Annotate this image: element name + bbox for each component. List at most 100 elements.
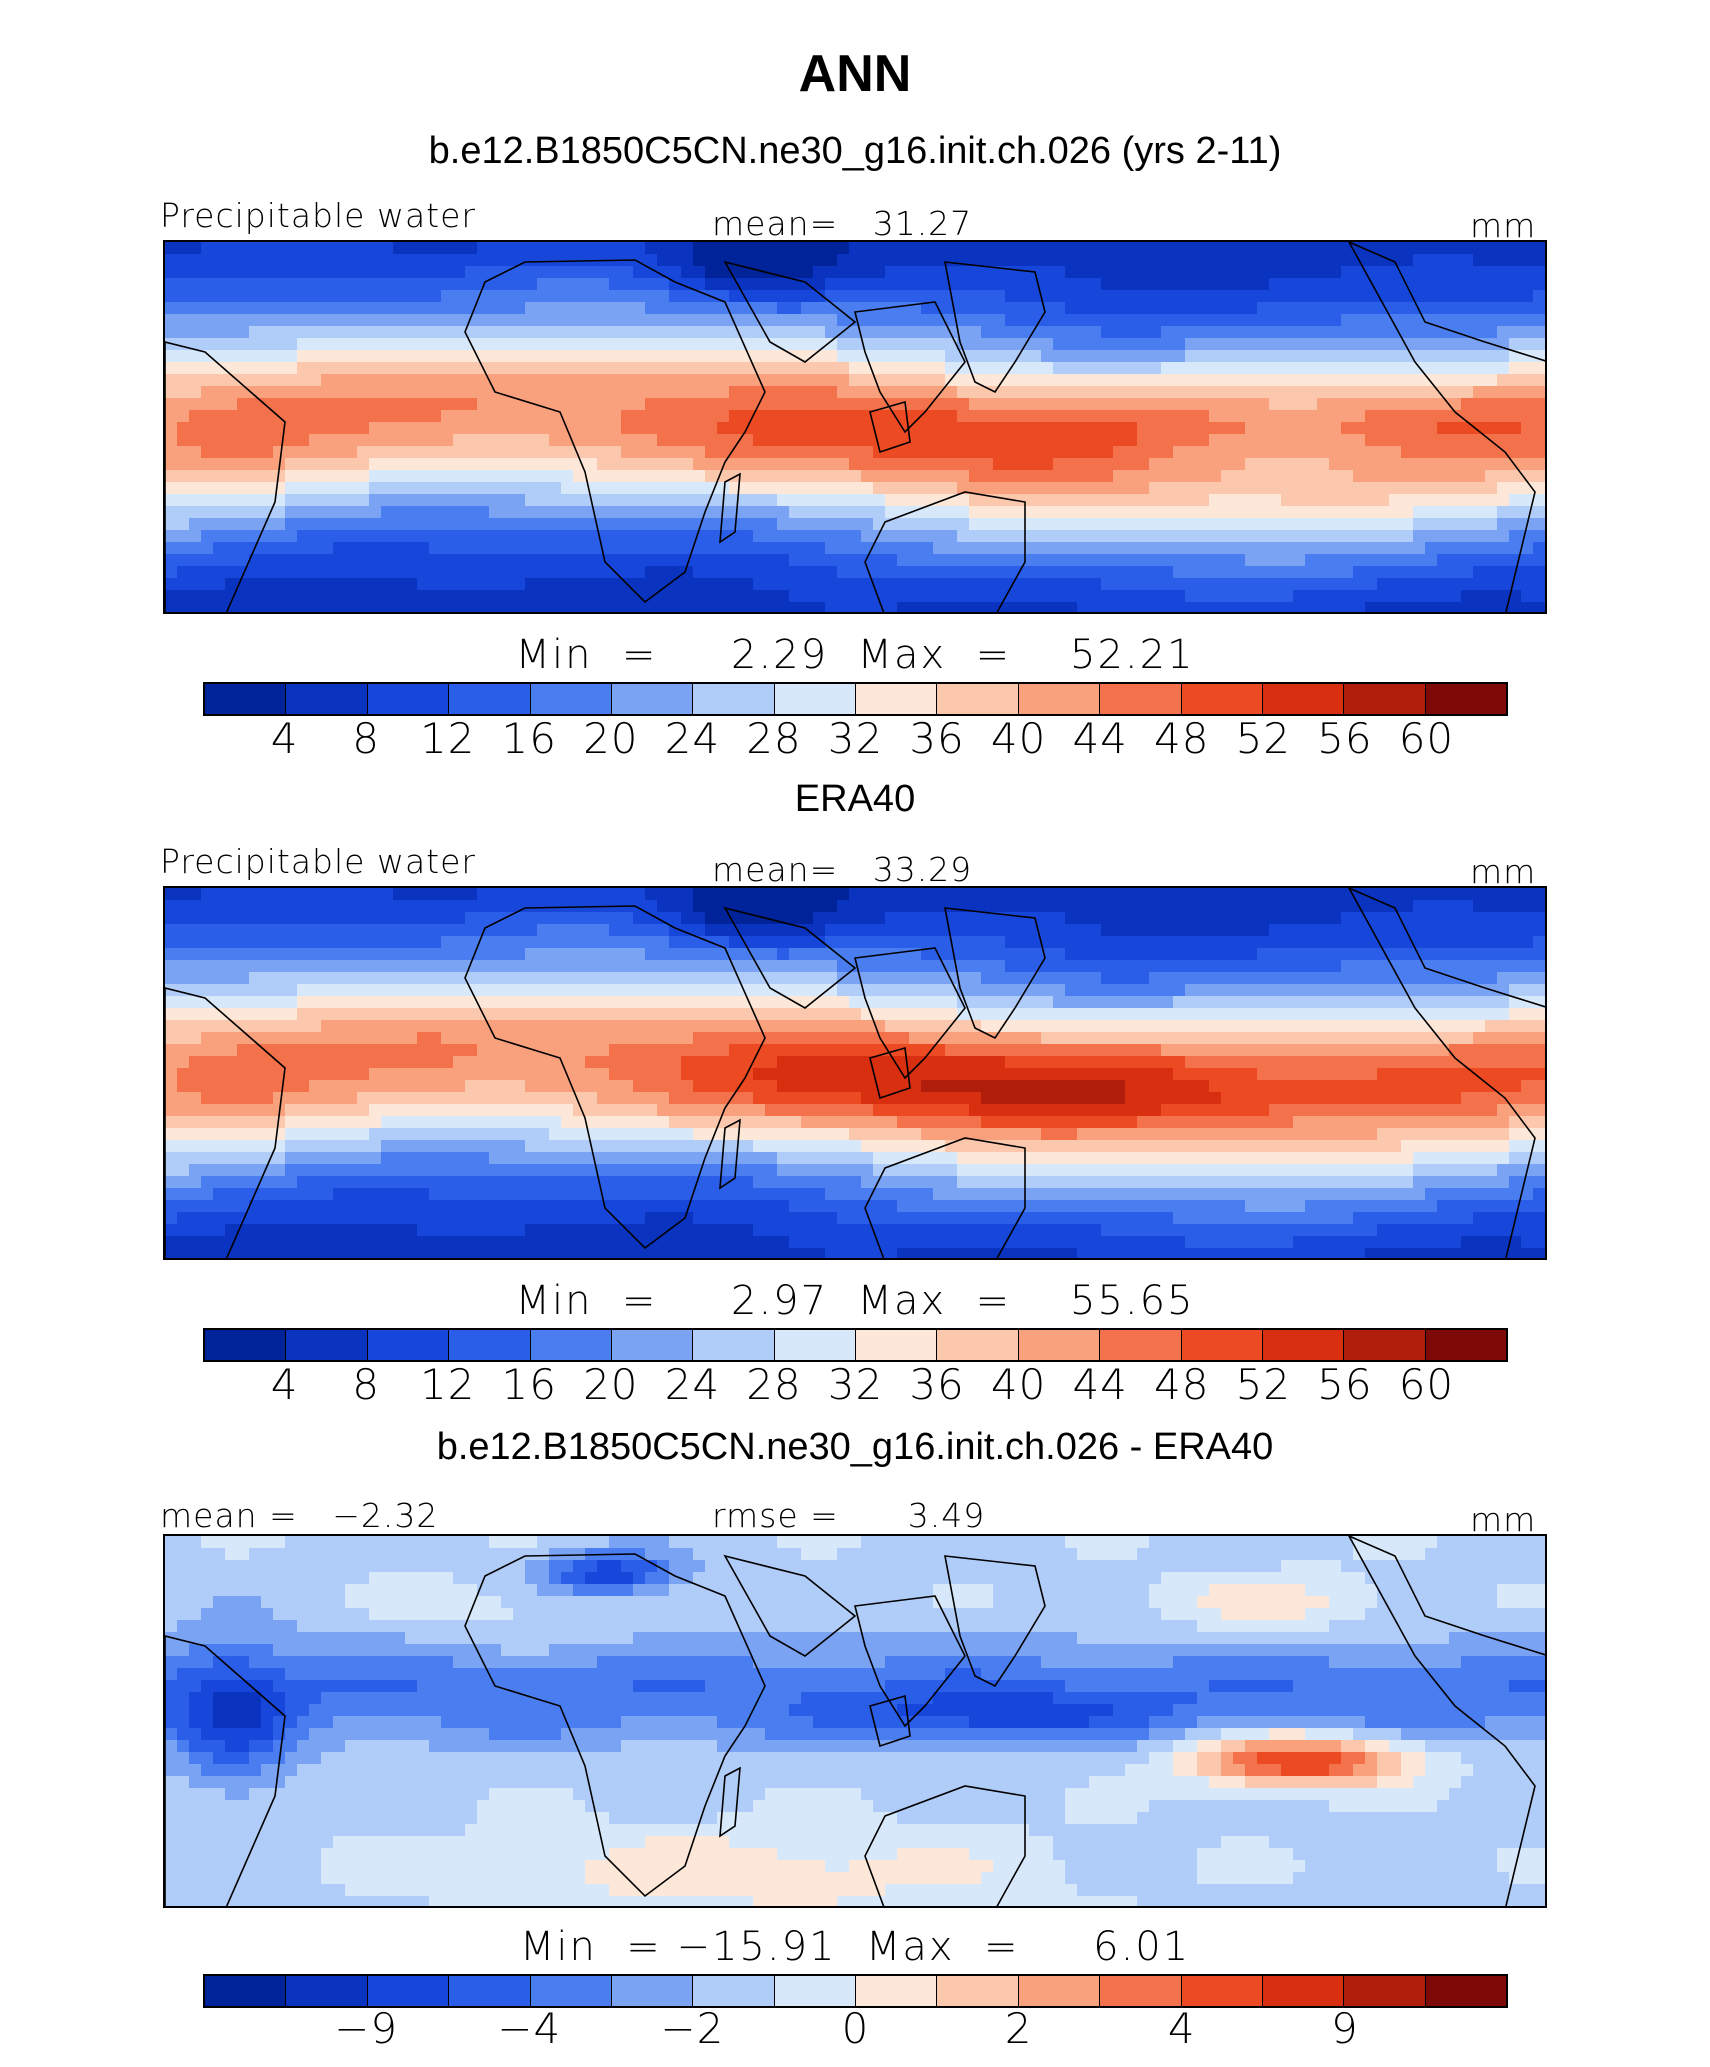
- colorbar-swatch: [1262, 1330, 1345, 1360]
- colorbar-tick-label: 32: [827, 1360, 884, 1409]
- colorbar-tick-label: 52: [1235, 1360, 1292, 1409]
- arabia-outline: [723, 1554, 857, 1657]
- panel-1-variable-label: Precipitable water: [160, 196, 476, 235]
- panel-2-colorbar: [203, 1328, 1508, 1362]
- panel-3-units-label: mm: [1470, 1500, 1537, 1539]
- colorbar-swatch: [693, 1330, 775, 1360]
- panel-3-mean-label: mean = −2.32: [160, 1496, 439, 1535]
- colorbar-tick-label: 56: [1317, 1360, 1373, 1409]
- colorbar-swatch: [367, 684, 450, 714]
- colorbar-tick-label: 56: [1317, 714, 1373, 763]
- panel-3-colorbar-ticks: −9 −4 −2 0 2 4 9: [203, 2004, 1508, 2054]
- colorbar-swatch: [530, 1976, 612, 2006]
- panel-3-map: [163, 1534, 1547, 1908]
- india-outline: [854, 1595, 966, 1728]
- colorbar-swatch: [774, 1330, 856, 1360]
- panel-2-mean-label: mean= 33.29: [712, 850, 973, 889]
- africa-outline: [464, 1553, 766, 1898]
- colorbar-swatch: [1344, 1976, 1426, 2006]
- colorbar-tick-label: 40: [990, 1360, 1047, 1409]
- panel-1-mean-label: mean= 31.27: [712, 204, 973, 243]
- colorbar-swatch: [1181, 1976, 1263, 2006]
- colorbar-tick-label: 12: [419, 714, 476, 763]
- americas-outline: [1348, 888, 1545, 1258]
- borneo-outline: [869, 400, 911, 454]
- colorbar-tick-label: 20: [583, 1360, 639, 1409]
- colorbar-tick-label: 0: [841, 2004, 870, 2053]
- colorbar-tick-label: 8: [352, 1360, 380, 1409]
- colorbar-swatch: [856, 684, 938, 714]
- borneo-outline: [869, 1694, 911, 1748]
- colorbar-swatch: [611, 1976, 694, 2006]
- colorbar-swatch: [530, 684, 612, 714]
- colorbar-tick-label: 36: [909, 714, 965, 763]
- colorbar-swatch: [1018, 1976, 1101, 2006]
- panel-3-rmse-label: rmse = 3.49: [712, 1496, 986, 1535]
- colorbar-swatch: [937, 1976, 1019, 2006]
- colorbar-tick-label: 4: [1167, 2004, 1196, 2053]
- colorbar-swatch: [286, 684, 368, 714]
- panel-2-colorbar-ticks: 4 8 12 16 20 24 28 32 36 40 44 48 52 56 60: [203, 1360, 1508, 1410]
- colorbar-swatch: [205, 1976, 287, 2006]
- panel-3-minmax: Min = −15.91 Max = 6.01: [519, 1924, 1191, 1970]
- colorbar-swatch: [611, 1330, 694, 1360]
- panel-2-variable-label: Precipitable water: [160, 842, 476, 881]
- panel-1-units-label: mm: [1470, 206, 1537, 245]
- panel-2-units-label: mm: [1470, 852, 1537, 891]
- colorbar-tick-label: 16: [501, 714, 557, 763]
- colorbar-swatch: [1018, 684, 1101, 714]
- colorbar-tick-label: 20: [583, 714, 639, 763]
- madagascar-outline: [719, 1766, 741, 1838]
- colorbar-swatch: [367, 1330, 450, 1360]
- australia-outline: [864, 1785, 1026, 1906]
- colorbar-tick-label: 52: [1235, 714, 1292, 763]
- colorbar-swatch: [693, 684, 775, 714]
- colorbar-tick-label: 44: [1072, 1360, 1128, 1409]
- borneo-outline: [869, 1046, 911, 1100]
- asia-outline: [944, 907, 1046, 1040]
- colorbar-swatch: [1425, 684, 1506, 714]
- colorbar-tick-label: 48: [1154, 714, 1210, 763]
- africa-outline: [464, 259, 766, 604]
- colorbar-swatch: [937, 1330, 1019, 1360]
- colorbar-tick-label: 60: [1398, 1360, 1455, 1409]
- arabia-outline: [723, 260, 857, 363]
- colorbar-swatch: [1425, 1976, 1506, 2006]
- panel-1-minmax: Min = 2.29 Max = 52.21: [515, 632, 1195, 678]
- colorbar-swatch: [1262, 1976, 1345, 2006]
- main-title: ANN: [798, 45, 912, 103]
- colorbar-tick-label: 40: [990, 714, 1047, 763]
- colorbar-swatch: [1344, 684, 1426, 714]
- contour-field: [165, 242, 1545, 612]
- americas-outline: [1348, 242, 1545, 612]
- colorbar-tick-label: 44: [1072, 714, 1128, 763]
- panel-1-colorbar-ticks: 4 8 12 16 20 24 28 32 36 40 44 48 52 56 60: [203, 714, 1508, 764]
- colorbar-tick-label: 9: [1331, 2004, 1359, 2053]
- colorbar-swatch: [1181, 684, 1263, 714]
- colorbar-tick-label: 28: [746, 1360, 802, 1409]
- panel-1-map: [163, 240, 1547, 614]
- colorbar-tick-label: 28: [746, 714, 802, 763]
- colorbar-swatch: [1100, 1330, 1182, 1360]
- colorbar-tick-label: 32: [827, 714, 884, 763]
- colorbar-swatch: [1100, 684, 1182, 714]
- colorbar-swatch: [1262, 684, 1345, 714]
- colorbar-tick-label: 48: [1154, 1360, 1210, 1409]
- colorbar-swatch: [1344, 1330, 1426, 1360]
- panel-2-title: ERA40: [794, 778, 916, 820]
- arabia-outline: [723, 906, 857, 1009]
- southamerica-outline: [165, 1635, 286, 1906]
- colorbar-swatch: [1100, 1976, 1182, 2006]
- americas-outline: [1348, 1536, 1545, 1906]
- southamerica-outline: [165, 341, 286, 612]
- colorbar-tick-label: 36: [909, 1360, 965, 1409]
- colorbar-swatch: [1425, 1330, 1506, 1360]
- africa-outline: [464, 905, 766, 1250]
- madagascar-outline: [719, 472, 741, 544]
- colorbar-tick-label: 4: [270, 1360, 299, 1409]
- colorbar-swatch: [937, 684, 1019, 714]
- colorbar-tick-label: −9: [334, 2004, 399, 2053]
- colorbar-tick-label: 16: [501, 1360, 557, 1409]
- colorbar-tick-label: 4: [270, 714, 299, 763]
- colorbar-swatch: [1181, 1330, 1263, 1360]
